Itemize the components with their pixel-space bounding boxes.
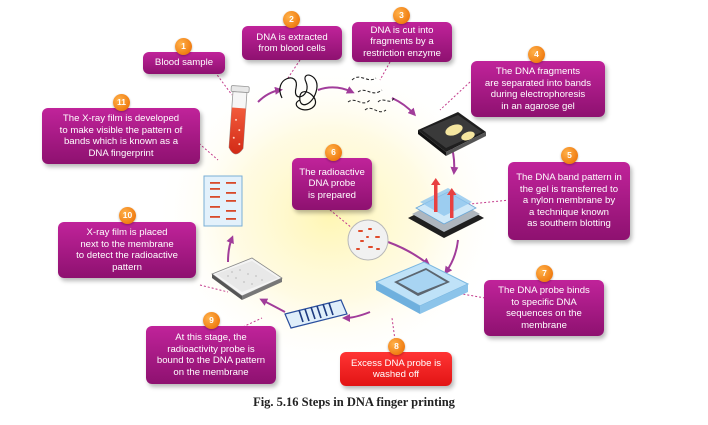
step-3-badge: 3 bbox=[393, 7, 410, 24]
step-1-badge: 1 bbox=[175, 38, 192, 55]
step-9-badge: 9 bbox=[203, 312, 220, 329]
wash-tray-icon bbox=[374, 261, 470, 314]
xray-film-icon bbox=[203, 175, 243, 227]
step-6-badge: 6 bbox=[325, 144, 342, 161]
cycle-arrows bbox=[226, 86, 459, 322]
blotting-stack-icon bbox=[408, 178, 484, 238]
film-membrane-icon bbox=[211, 257, 283, 300]
step-3-box: DNA is cut into fragments by a restricti… bbox=[352, 22, 452, 62]
step-7-box: The DNA probe binds to specific DNA sequ… bbox=[484, 280, 604, 336]
step-9-box: At this stage, the radioactivity probe i… bbox=[146, 326, 276, 384]
step-7-badge: 7 bbox=[536, 265, 553, 282]
dna-strand-icon bbox=[279, 74, 318, 111]
step-10-badge: 10 bbox=[119, 207, 136, 224]
step-11-box: The X-ray film is developed to make visi… bbox=[42, 108, 200, 164]
step-8-badge: 8 bbox=[388, 338, 405, 355]
probe-dish-icon bbox=[347, 219, 389, 261]
dna-fragments-icon bbox=[347, 76, 395, 113]
membrane-strip-icon bbox=[284, 299, 348, 329]
step-8-box: Excess DNA probe is washed off bbox=[340, 352, 452, 386]
test-tube-icon bbox=[228, 85, 250, 155]
step-4-box: The DNA fragments are separated into ban… bbox=[471, 61, 605, 117]
figure-caption: Fig. 5.16 Steps in DNA finger printing bbox=[253, 395, 455, 409]
step-11-badge: 11 bbox=[113, 94, 130, 111]
step-5-box: The DNA band pattern in the gel is trans… bbox=[508, 162, 630, 240]
step-1-box: Blood sample bbox=[143, 52, 225, 74]
step-10-box: X-ray film is placed next to the membran… bbox=[58, 222, 196, 278]
step-6-box: The radioactive DNA probe is prepared bbox=[292, 158, 372, 210]
gel-tray-icon bbox=[418, 112, 486, 156]
step-4-badge: 4 bbox=[528, 46, 545, 63]
step-2-badge: 2 bbox=[283, 11, 300, 28]
step-2-box: DNA is extracted from blood cells bbox=[242, 26, 342, 60]
step-5-badge: 5 bbox=[561, 147, 578, 164]
